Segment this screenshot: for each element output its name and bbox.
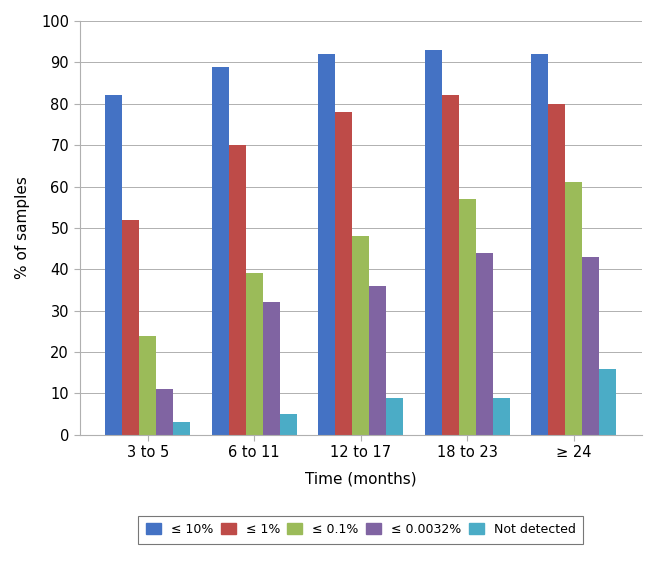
Bar	[263, 302, 280, 435]
Bar	[459, 199, 476, 435]
Bar	[599, 369, 616, 435]
Y-axis label: % of samples: % of samples	[15, 176, 30, 279]
X-axis label: Time (months): Time (months)	[305, 472, 417, 486]
Bar	[229, 145, 246, 435]
Bar	[280, 414, 297, 435]
Bar	[476, 253, 493, 435]
Bar	[105, 96, 122, 435]
Bar	[122, 220, 139, 435]
Bar	[335, 112, 352, 435]
Bar	[386, 397, 403, 435]
Bar	[582, 257, 599, 435]
Bar	[565, 183, 582, 435]
Bar	[532, 54, 548, 435]
Bar	[139, 336, 156, 435]
Bar	[424, 50, 442, 435]
Bar	[493, 397, 510, 435]
Bar	[246, 274, 263, 435]
Legend: ≤ 10%, ≤ 1%, ≤ 0.1%, ≤ 0.0032%, Not detected: ≤ 10%, ≤ 1%, ≤ 0.1%, ≤ 0.0032%, Not dete…	[138, 515, 583, 543]
Bar	[156, 389, 173, 435]
Bar	[318, 54, 335, 435]
Bar	[369, 286, 386, 435]
Bar	[442, 96, 459, 435]
Bar	[173, 423, 191, 435]
Bar	[352, 236, 369, 435]
Bar	[548, 104, 565, 435]
Bar	[212, 66, 229, 435]
